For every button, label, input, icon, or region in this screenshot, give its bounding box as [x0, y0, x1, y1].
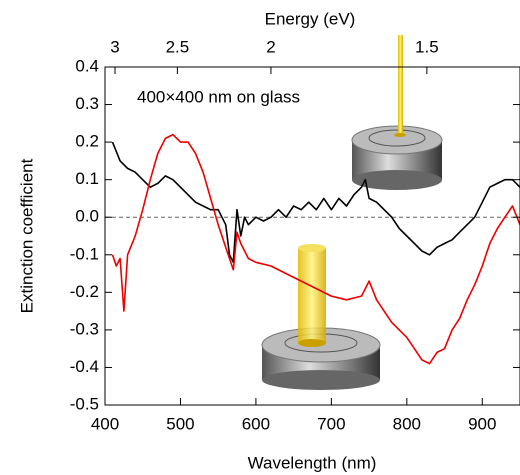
y-tick-label: 0.4: [75, 56, 99, 75]
y-tick-label: -0.1: [70, 244, 99, 263]
x2-tick-label: 2: [266, 37, 275, 56]
x-tick-label: 500: [166, 414, 194, 433]
y-tick-label: -0.3: [70, 319, 99, 338]
x2-tick-label: 2.5: [166, 37, 190, 56]
x-tick-label: 800: [393, 414, 421, 433]
x-tick-label: 600: [242, 414, 270, 433]
illustration-top: [351, 35, 443, 190]
y-axis-label: Extinction coefficient: [17, 158, 36, 313]
frame: [104, 66, 520, 406]
x-tick-label: 400: [91, 414, 119, 433]
series-line: [111, 141, 520, 264]
x-tick-label: 900: [468, 414, 496, 433]
illustration-bottom: [261, 244, 381, 390]
y-tick-label: 0.3: [75, 94, 99, 113]
x2-tick-label: 1.5: [415, 37, 439, 56]
y-tick-label: 0.1: [75, 169, 99, 188]
y-tick-label: 0.0: [75, 207, 99, 226]
y-tick-label: -0.2: [70, 282, 99, 301]
x2-axis-label: Energy (eV): [265, 9, 356, 28]
series-line: [111, 133, 520, 365]
annotation: 400×400 nm on glass: [137, 87, 300, 106]
y-tick-label: -0.5: [70, 394, 99, 413]
x-axis-label: Wavelength (nm): [248, 453, 377, 472]
plot-area: [105, 133, 520, 365]
y-tick-label: -0.4: [70, 357, 99, 376]
y-tick-label: 0.2: [75, 132, 99, 151]
x2-tick-label: 3: [110, 37, 119, 56]
x-tick-label: 700: [317, 414, 345, 433]
